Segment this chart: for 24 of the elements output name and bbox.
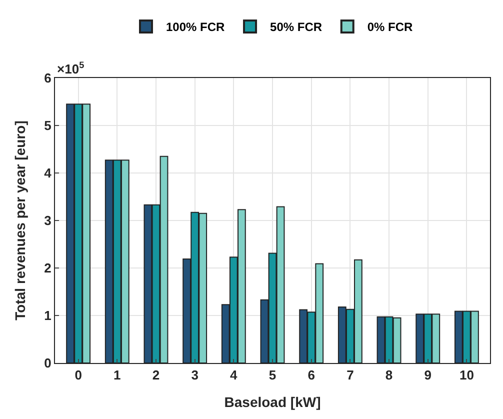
text: ×10$^{5}$ [57,60,84,76]
x-tick-label: 3 [191,368,198,383]
x-tick-label: 9 [424,368,432,383]
y-tick-label: 3 [44,213,52,228]
x-tick-label: 2 [152,368,160,383]
x-tick-label: 5 [268,368,276,383]
legend-label: 100% FCR [166,20,226,34]
x-tick-label: 10 [459,368,474,383]
y-tick-label: 2 [44,260,52,276]
y-axis-title: Total revenues per year [euro] [12,120,28,320]
x-tick-label: 4 [230,368,238,383]
x-tick-label: 7 [346,368,354,383]
x-tick-label: 6 [308,368,315,383]
legend-label: 0% FCR [367,20,414,34]
x-tick-label: 8 [385,368,393,383]
y-tick-label: 6 [44,70,52,86]
y-tick-label: 1 [44,308,52,324]
y-tick-label: 4 [44,166,52,181]
legend-label: 50% FCR [270,20,322,34]
y-tick-label: 0 [44,356,52,371]
y-tick-label: 5 [44,118,52,134]
x-tick-label: 1 [114,368,121,383]
x-tick-label: 0 [74,368,82,383]
x-axis-title: Baseload [kW] [224,394,321,410]
